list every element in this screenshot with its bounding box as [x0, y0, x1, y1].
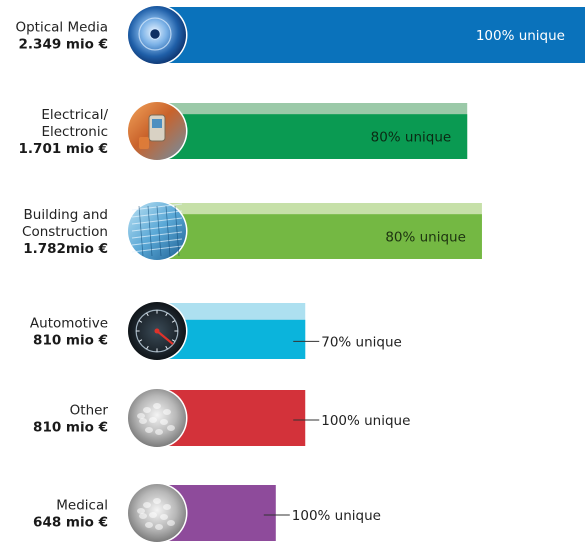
category-label: Building and	[24, 207, 108, 223]
category-label: Electronic	[41, 124, 108, 140]
unique-share-label: 70% unique	[321, 334, 402, 350]
category-label: Automotive	[30, 316, 108, 332]
category-label: Medical	[56, 498, 108, 514]
category-label: Construction	[22, 224, 108, 240]
value-label: 810 mio €	[33, 420, 108, 436]
value-label: 648 mio €	[33, 515, 108, 531]
category-label: Other	[70, 403, 109, 419]
unique-share-label: 100% unique	[476, 28, 565, 44]
category-label: Electrical/	[41, 107, 108, 123]
bar	[158, 7, 585, 63]
unique-share-label: 80% unique	[385, 230, 466, 246]
plastic-pellets-photo-icon	[128, 484, 186, 542]
value-label: 2.349 mio €	[19, 37, 108, 53]
value-label: 1.782mio €	[23, 241, 108, 257]
bar	[158, 214, 482, 259]
value-label: 1.701 mio €	[19, 141, 108, 157]
plastic-pellets-photo-icon	[128, 389, 186, 447]
value-label: 810 mio €	[33, 333, 108, 349]
unique-share-label: 80% unique	[371, 130, 452, 146]
unique-share-label: 100% unique	[321, 413, 410, 429]
bar	[158, 114, 468, 159]
unique-share-label: 100% unique	[292, 508, 381, 524]
category-label: Optical Media	[15, 20, 108, 36]
